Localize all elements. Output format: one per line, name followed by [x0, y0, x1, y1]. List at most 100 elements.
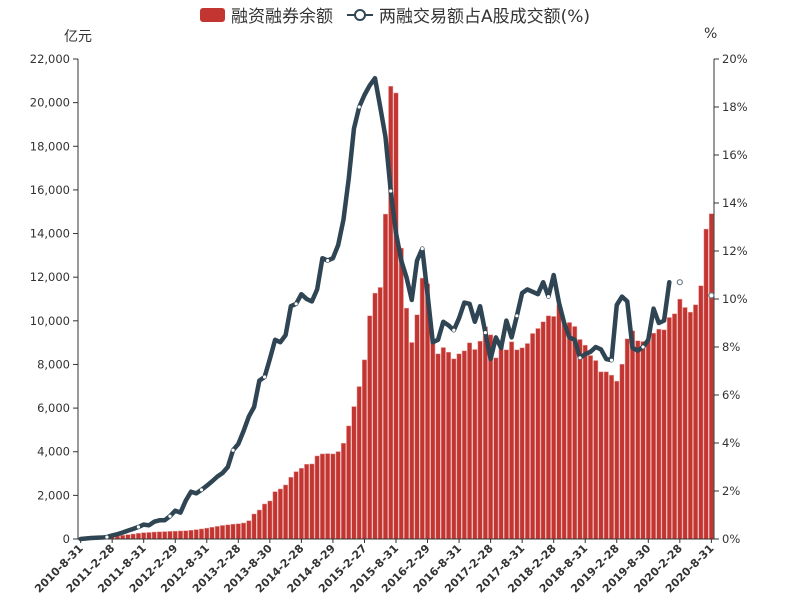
bar-margin-balance[interactable] [335, 451, 341, 540]
bar-margin-balance[interactable] [656, 328, 662, 540]
bar-margin-balance[interactable] [262, 503, 268, 540]
legend-item-margin-balance[interactable]: 融资融券余额 [199, 2, 333, 27]
bar-margin-balance[interactable] [524, 343, 530, 540]
line-point[interactable] [515, 314, 519, 318]
line-point[interactable] [389, 189, 393, 193]
bar-margin-balance[interactable] [430, 339, 436, 540]
bar-margin-balance[interactable] [451, 358, 457, 540]
bar-margin-balance[interactable] [135, 533, 141, 540]
bar-margin-balance[interactable] [293, 471, 299, 540]
bar-margin-balance[interactable] [225, 524, 231, 540]
bar-margin-balance[interactable] [393, 92, 399, 540]
bar-margin-balance[interactable] [682, 307, 688, 540]
bar-margin-balance[interactable] [183, 530, 189, 540]
line-point[interactable] [105, 535, 109, 539]
bar-margin-balance[interactable] [703, 228, 709, 540]
bar-margin-balance[interactable] [614, 380, 620, 540]
line-point[interactable] [262, 375, 267, 379]
bar-margin-balance[interactable] [503, 349, 509, 540]
bar-margin-balance[interactable] [561, 322, 567, 540]
bar-margin-balance[interactable] [661, 329, 667, 540]
bar-margin-balance[interactable] [193, 529, 199, 540]
bar-margin-balance[interactable] [493, 357, 499, 540]
bar-margin-balance[interactable] [356, 386, 362, 540]
bar-margin-balance[interactable] [288, 477, 294, 540]
bar-margin-balance[interactable] [372, 292, 378, 540]
bar-margin-balance[interactable] [214, 526, 220, 540]
line-point[interactable] [452, 328, 456, 332]
bar-margin-balance[interactable] [162, 531, 168, 540]
bar-margin-balance[interactable] [146, 532, 152, 540]
line-point[interactable] [546, 295, 551, 299]
bar-margin-balance[interactable] [477, 340, 483, 540]
line-point[interactable] [641, 345, 645, 349]
bar-margin-balance[interactable] [414, 314, 420, 540]
bar-margin-balance[interactable] [461, 350, 467, 540]
bar-margin-balance[interactable] [514, 349, 520, 540]
line-point[interactable] [483, 331, 487, 335]
bar-margin-balance[interactable] [283, 484, 289, 540]
bar-margin-balance[interactable] [624, 338, 630, 540]
bar-margin-balance[interactable] [209, 526, 215, 540]
bar-margin-balance[interactable] [603, 371, 609, 540]
line-point[interactable] [676, 279, 683, 286]
line-point[interactable] [578, 356, 582, 360]
bar-margin-balance[interactable] [535, 328, 541, 540]
bar-margin-balance[interactable] [708, 213, 714, 540]
bar-margin-balance[interactable] [446, 351, 452, 540]
bar-margin-balance[interactable] [267, 500, 273, 540]
bar-margin-balance[interactable] [304, 464, 310, 540]
bar-margin-balance[interactable] [151, 531, 157, 540]
bar-margin-balance[interactable] [482, 326, 488, 540]
bar-margin-balance[interactable] [651, 332, 657, 540]
bar-margin-balance[interactable] [167, 531, 173, 540]
bar-margin-balance[interactable] [545, 315, 551, 540]
line-point[interactable] [326, 259, 330, 263]
bar-margin-balance[interactable] [566, 322, 572, 540]
line-point[interactable] [168, 514, 172, 518]
bar-margin-balance[interactable] [398, 247, 404, 540]
line-point[interactable] [420, 247, 424, 251]
bar-margin-balance[interactable] [672, 313, 678, 540]
line-point[interactable] [199, 488, 204, 492]
bar-margin-balance[interactable] [609, 374, 614, 540]
bar-margin-balance[interactable] [598, 371, 604, 540]
bar-margin-balance[interactable] [319, 453, 325, 540]
bar-margin-balance[interactable] [556, 304, 562, 540]
bar-margin-balance[interactable] [645, 340, 651, 540]
bar-margin-balance[interactable] [230, 523, 236, 540]
line-point[interactable] [294, 302, 298, 306]
bar-margin-balance[interactable] [435, 353, 441, 540]
bar-margin-balance[interactable] [519, 347, 525, 540]
bar-margin-balance[interactable] [404, 307, 409, 540]
line-turnover-ratio[interactable] [78, 75, 672, 542]
bar-margin-balance[interactable] [630, 330, 635, 540]
bar-margin-balance[interactable] [383, 213, 388, 540]
bar-margin-balance[interactable] [204, 527, 210, 540]
bar-margin-balance[interactable] [188, 530, 194, 540]
bar-margin-balance[interactable] [551, 316, 557, 540]
bar-margin-balance[interactable] [440, 347, 446, 540]
bar-margin-balance[interactable] [488, 334, 494, 540]
bar-margin-balance[interactable] [325, 453, 331, 540]
bar-margin-balance[interactable] [540, 321, 546, 540]
bar-margin-balance[interactable] [351, 406, 357, 540]
line-point[interactable] [357, 105, 361, 109]
line-point[interactable] [708, 292, 715, 299]
bar-margin-balance[interactable] [588, 355, 593, 540]
bar-margin-balance[interactable] [220, 525, 226, 540]
line-point[interactable] [136, 525, 141, 529]
line-point[interactable] [231, 448, 235, 452]
bar-margin-balance[interactable] [693, 304, 699, 540]
bar-margin-balance[interactable] [172, 530, 178, 540]
bar-margin-balance[interactable] [330, 453, 336, 540]
bar-margin-balance[interactable] [141, 532, 147, 540]
bar-margin-balance[interactable] [698, 285, 704, 540]
bar-margin-balance[interactable] [199, 528, 204, 540]
bar-margin-balance[interactable] [277, 488, 283, 540]
bar-margin-balance[interactable] [272, 491, 278, 540]
bar-margin-balance[interactable] [178, 530, 183, 540]
bar-margin-balance[interactable] [251, 513, 257, 540]
bar-margin-balance[interactable] [314, 455, 320, 540]
bar-margin-balance[interactable] [256, 509, 262, 540]
